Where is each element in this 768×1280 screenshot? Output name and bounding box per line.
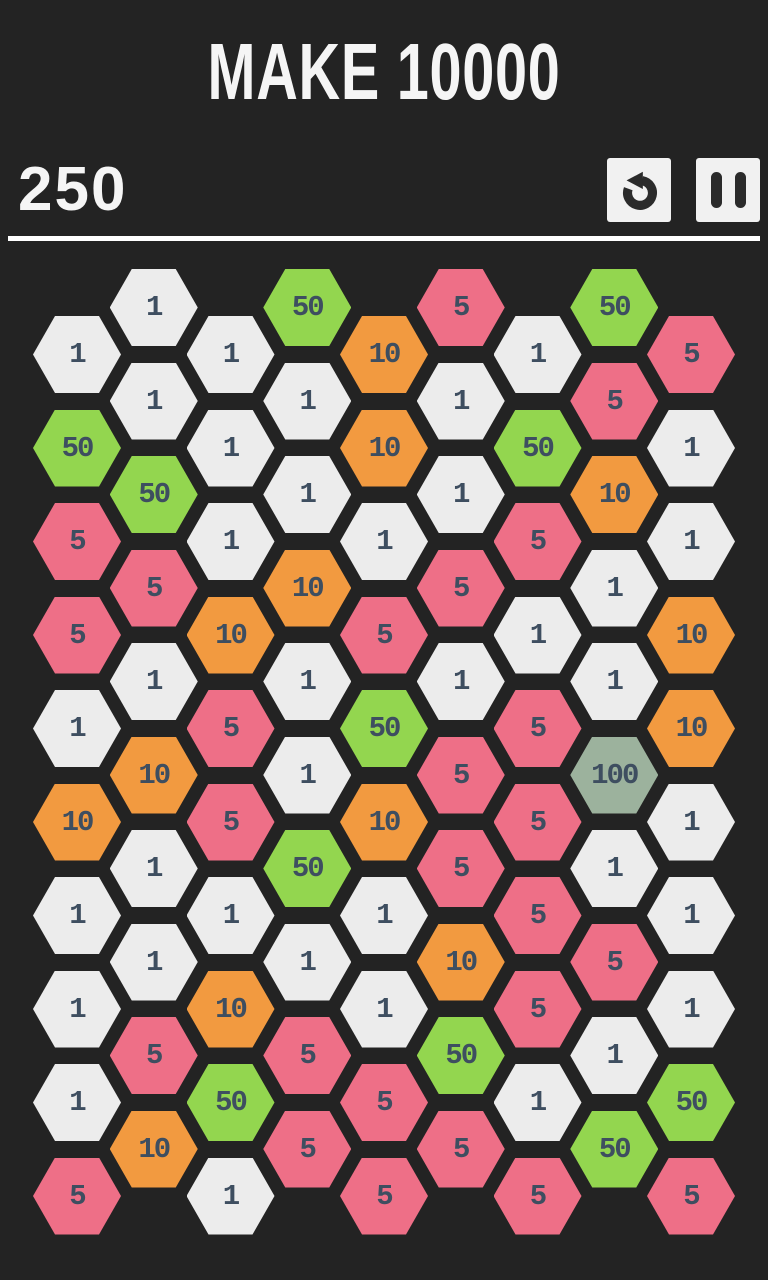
hex-tile[interactable]: 50 xyxy=(493,409,582,487)
hex-tile[interactable]: 1 xyxy=(647,409,735,487)
hex-tile[interactable]: 5 xyxy=(340,1157,428,1235)
hex-tile[interactable]: 1 xyxy=(493,316,582,393)
hex-tile[interactable]: 50 xyxy=(186,1064,275,1141)
hex-tile[interactable]: 1 xyxy=(416,643,505,720)
hex-tile[interactable]: 1 xyxy=(186,877,275,954)
hex-tile[interactable]: 1 xyxy=(340,970,428,1048)
hex-tile[interactable]: 50 xyxy=(570,1110,659,1188)
hex-tile[interactable]: 1 xyxy=(263,736,352,814)
hex-tile[interactable]: 10 xyxy=(263,549,352,627)
hex-tile[interactable]: 1 xyxy=(340,503,428,580)
hex-tile[interactable]: 5 xyxy=(33,1157,121,1235)
hex-tile[interactable]: 1 xyxy=(340,877,428,954)
hex-tile[interactable]: 5 xyxy=(33,503,121,580)
hex-tile[interactable]: 1 xyxy=(109,643,198,720)
undo-button[interactable] xyxy=(607,158,671,222)
hex-tile[interactable]: 5 xyxy=(340,1064,428,1141)
hex-tile[interactable]: 10 xyxy=(340,409,428,487)
hex-tile[interactable]: 10 xyxy=(570,456,659,533)
game-title: MAKE 10000 xyxy=(207,27,561,116)
hex-tile[interactable]: 1 xyxy=(186,316,275,393)
hex-tile[interactable]: 5 xyxy=(416,736,505,814)
hex-tile[interactable]: 1 xyxy=(33,877,121,954)
hex-tile[interactable]: 5 xyxy=(263,1110,352,1188)
hex-tile[interactable]: 1 xyxy=(570,549,659,627)
hex-tile[interactable]: 50 xyxy=(109,456,198,533)
hex-tile[interactable]: 1 xyxy=(186,409,275,487)
hex-tile[interactable]: 10 xyxy=(416,923,505,1001)
hex-tile[interactable]: 5 xyxy=(416,830,505,907)
hex-tile[interactable]: 1 xyxy=(33,970,121,1048)
hex-tile[interactable]: 5 xyxy=(493,783,582,861)
hex-tile[interactable]: 5 xyxy=(570,923,659,1001)
hex-tile[interactable]: 50 xyxy=(416,1017,505,1094)
hex-tile[interactable]: 100 xyxy=(570,736,659,814)
hex-tile[interactable]: 1 xyxy=(263,643,352,720)
divider-line xyxy=(8,236,760,241)
hex-tile[interactable]: 5 xyxy=(33,596,121,674)
hex-tile[interactable]: 10 xyxy=(186,970,275,1048)
hex-tile[interactable]: 10 xyxy=(186,596,275,674)
hex-tile[interactable]: 1 xyxy=(570,1017,659,1094)
hex-tile[interactable]: 1 xyxy=(647,877,735,954)
hex-tile[interactable]: 5 xyxy=(416,1110,505,1188)
hex-tile[interactable]: 5 xyxy=(570,362,659,440)
hex-tile[interactable]: 1 xyxy=(570,830,659,907)
hex-tile[interactable]: 1 xyxy=(647,970,735,1048)
hex-tile[interactable]: 5 xyxy=(493,877,582,954)
hex-tile[interactable]: 1 xyxy=(647,503,735,580)
hex-tile[interactable]: 5 xyxy=(186,783,275,861)
hex-tile[interactable]: 10 xyxy=(340,783,428,861)
hex-tile[interactable]: 50 xyxy=(570,269,659,346)
hex-tile[interactable]: 5 xyxy=(416,269,505,346)
hex-tile[interactable]: 10 xyxy=(647,690,735,767)
hex-tile[interactable]: 1 xyxy=(109,830,198,907)
hex-tile[interactable]: 5 xyxy=(186,690,275,767)
pause-button[interactable] xyxy=(696,158,760,222)
hex-tile[interactable]: 1 xyxy=(33,1064,121,1141)
hex-tile[interactable]: 1 xyxy=(186,1157,275,1235)
hex-tile[interactable]: 50 xyxy=(33,409,121,487)
hex-tile[interactable]: 1 xyxy=(647,783,735,861)
hex-tile[interactable]: 1 xyxy=(33,690,121,767)
hex-tile[interactable]: 5 xyxy=(340,596,428,674)
hex-tile[interactable]: 5 xyxy=(416,549,505,627)
hex-tile[interactable]: 1 xyxy=(493,596,582,674)
hex-tile[interactable]: 50 xyxy=(647,1064,735,1141)
hex-tile[interactable]: 10 xyxy=(109,1110,198,1188)
hex-tile[interactable]: 50 xyxy=(263,269,352,346)
undo-icon xyxy=(623,171,657,210)
hex-tile[interactable]: 1 xyxy=(33,316,121,393)
hex-tile[interactable]: 5 xyxy=(109,1017,198,1094)
hex-tile[interactable]: 1 xyxy=(416,456,505,533)
hex-tile[interactable]: 5 xyxy=(647,316,735,393)
hex-tile[interactable]: 1 xyxy=(109,269,198,346)
hex-tile[interactable]: 5 xyxy=(263,1017,352,1094)
hex-tile[interactable]: 1 xyxy=(570,643,659,720)
hex-tile[interactable]: 5 xyxy=(647,1157,735,1235)
hex-tile[interactable]: 5 xyxy=(493,970,582,1048)
hex-tile[interactable]: 1 xyxy=(263,456,352,533)
hex-tile[interactable]: 5 xyxy=(493,503,582,580)
hex-tile[interactable]: 10 xyxy=(647,596,735,674)
hex-tile[interactable]: 50 xyxy=(263,830,352,907)
pause-icon xyxy=(710,172,746,208)
hex-tile[interactable]: 1 xyxy=(186,503,275,580)
hex-tile[interactable]: 50 xyxy=(340,690,428,767)
hex-tile[interactable]: 5 xyxy=(493,1157,582,1235)
hex-tile[interactable]: 1 xyxy=(263,923,352,1001)
hex-tile[interactable]: 1 xyxy=(416,362,505,440)
hex-tile[interactable]: 5 xyxy=(493,690,582,767)
hex-tile[interactable]: 10 xyxy=(33,783,121,861)
hex-tile[interactable]: 1 xyxy=(493,1064,582,1141)
hex-tile[interactable]: 1 xyxy=(109,362,198,440)
hex-tile[interactable]: 1 xyxy=(263,362,352,440)
hex-tile[interactable]: 10 xyxy=(109,736,198,814)
score-value: 250 xyxy=(18,155,128,224)
hex-tile[interactable]: 10 xyxy=(340,316,428,393)
hex-tile[interactable]: 1 xyxy=(109,923,198,1001)
hex-tile[interactable]: 5 xyxy=(109,549,198,627)
